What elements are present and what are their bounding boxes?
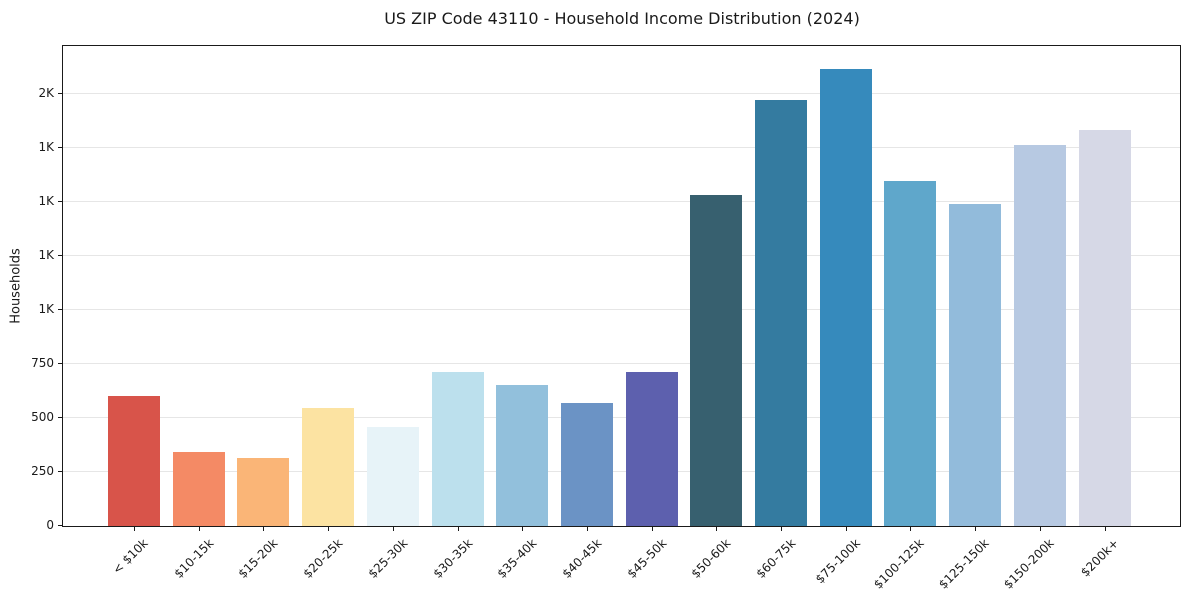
bar <box>949 204 1001 526</box>
x-axis-tick-mark <box>846 527 847 531</box>
bar <box>1079 130 1131 526</box>
x-axis-tick-mark <box>716 527 717 531</box>
gridline <box>63 471 1180 472</box>
x-tick-label: $125-150k <box>936 536 992 590</box>
x-axis-tick-mark <box>522 527 523 531</box>
x-axis-tick-mark <box>652 527 653 531</box>
y-axis-tick-mark <box>58 255 62 256</box>
x-tick-label: $60-75k <box>753 536 798 581</box>
x-axis-tick-mark <box>910 527 911 531</box>
x-tick-label: $30-35k <box>430 536 475 581</box>
x-axis-tick-mark <box>199 527 200 531</box>
x-tick-label: $75-100k <box>812 536 863 587</box>
y-axis-tick-mark <box>58 525 62 526</box>
gridline <box>63 93 1180 94</box>
x-tick-label: $150-200k <box>1001 536 1057 590</box>
y-axis-tick-mark <box>58 147 62 148</box>
x-axis-tick-mark <box>393 527 394 531</box>
y-axis-tick-mark <box>58 201 62 202</box>
gridline <box>63 309 1180 310</box>
x-axis-tick-mark <box>1040 527 1041 531</box>
bar <box>884 181 936 526</box>
chart-title: US ZIP Code 43110 - Household Income Dis… <box>384 9 860 28</box>
x-tick-label: $35-40k <box>494 536 539 581</box>
y-tick-label: 250 <box>31 464 54 478</box>
x-axis-tick-mark <box>1105 527 1106 531</box>
y-tick-label: 1K <box>38 302 54 316</box>
y-axis-tick-mark <box>58 471 62 472</box>
bar <box>108 396 160 526</box>
bar <box>496 385 548 526</box>
x-tick-label: $100-125k <box>871 536 927 590</box>
bar <box>820 69 872 526</box>
x-axis-tick-mark <box>458 527 459 531</box>
y-tick-label: 2K <box>38 86 54 100</box>
x-tick-label: $25-30k <box>365 536 410 581</box>
x-tick-label: $200k+ <box>1078 536 1122 580</box>
bar <box>755 100 807 526</box>
y-axis-tick-mark <box>58 93 62 94</box>
x-tick-label: < $10k <box>110 536 151 577</box>
bar <box>237 458 289 526</box>
y-axis-tick-mark <box>58 417 62 418</box>
x-axis-tick-mark <box>134 527 135 531</box>
bar <box>626 372 678 526</box>
y-axis-tick-mark <box>58 363 62 364</box>
bar <box>302 408 354 526</box>
x-tick-label: $20-25k <box>300 536 345 581</box>
x-tick-label: $45-50k <box>624 536 669 581</box>
y-tick-label: 0 <box>46 518 54 532</box>
gridline <box>63 147 1180 148</box>
gridline <box>63 255 1180 256</box>
x-axis-tick-mark <box>975 527 976 531</box>
y-tick-label: 500 <box>31 410 54 424</box>
y-tick-label: 1K <box>38 194 54 208</box>
x-tick-label: $15-20k <box>235 536 280 581</box>
y-tick-label: 1K <box>38 248 54 262</box>
bar <box>1014 145 1066 526</box>
x-tick-label: $50-60k <box>688 536 733 581</box>
gridline <box>63 417 1180 418</box>
bar <box>432 372 484 526</box>
x-axis-tick-mark <box>328 527 329 531</box>
x-axis-tick-mark <box>781 527 782 531</box>
gridline <box>63 201 1180 202</box>
y-tick-label: 1K <box>38 140 54 154</box>
x-axis-tick-mark <box>587 527 588 531</box>
gridline <box>63 363 1180 364</box>
bar <box>561 403 613 526</box>
bar <box>173 452 225 526</box>
x-tick-label: $10-15k <box>171 536 216 581</box>
x-axis-tick-mark <box>263 527 264 531</box>
x-tick-label: $40-45k <box>559 536 604 581</box>
plot-area <box>62 45 1181 527</box>
y-tick-label: 750 <box>31 356 54 370</box>
y-axis-tick-mark <box>58 309 62 310</box>
bar <box>690 195 742 526</box>
bar <box>367 427 419 526</box>
